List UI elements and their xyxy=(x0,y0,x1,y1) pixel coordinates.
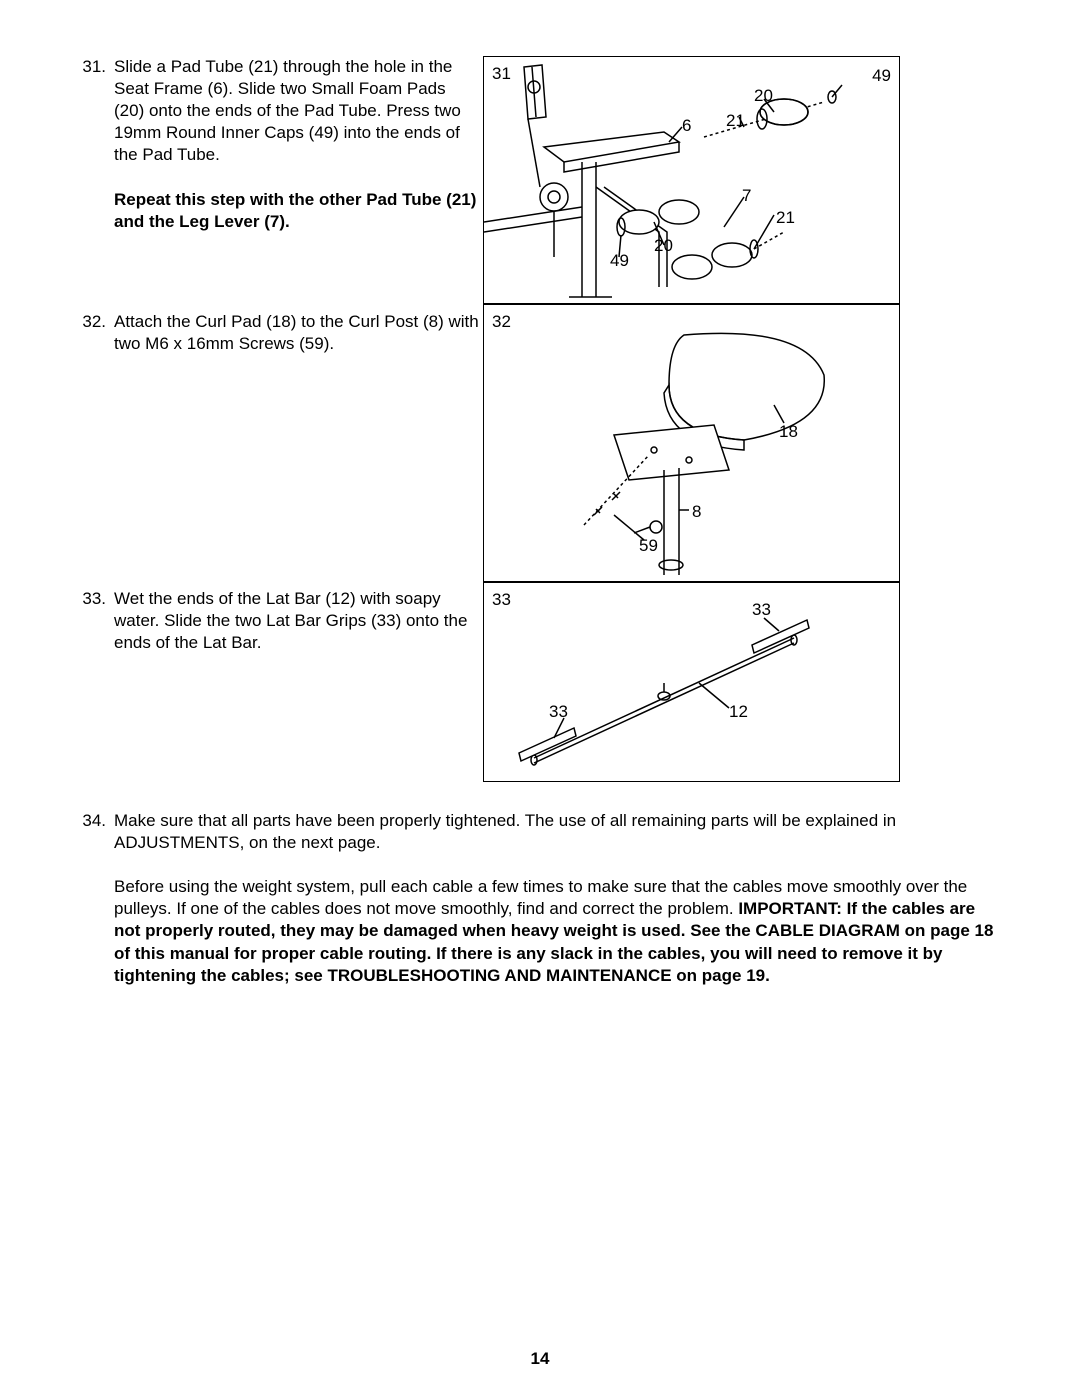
step-text: Wet the ends of the Lat Bar (12) with so… xyxy=(110,588,480,654)
label-20: 20 xyxy=(754,87,773,104)
label-21: 21 xyxy=(726,112,745,129)
step-text: Slide a Pad Tube (21) through the hole i… xyxy=(110,56,480,233)
label-33a: 33 xyxy=(752,601,771,618)
step-text: Make sure that all parts have been prope… xyxy=(110,810,1000,987)
manual-page: 31. Slide a Pad Tube (21) through the ho… xyxy=(0,0,1080,1397)
label-59: 59 xyxy=(639,537,658,554)
step-31-bold: Repeat this step with the other Pad Tube… xyxy=(114,190,476,231)
step-34-a: Make sure that all parts have been prope… xyxy=(114,811,896,852)
step-number: 31. xyxy=(80,56,110,78)
step-number: 32. xyxy=(80,311,110,333)
step-34: 34. Make sure that all parts have been p… xyxy=(80,810,1000,987)
label-18: 18 xyxy=(779,423,798,440)
diagram-32: 32 xyxy=(483,304,900,582)
step-31-body: Slide a Pad Tube (21) through the hole i… xyxy=(114,57,461,164)
label-49b: 49 xyxy=(610,252,629,269)
label-20b: 20 xyxy=(654,237,673,254)
diagram-33-svg xyxy=(484,583,901,783)
page-number: 14 xyxy=(0,1349,1080,1369)
label-6: 6 xyxy=(682,117,691,134)
step-34-wrap: 34. Make sure that all parts have been p… xyxy=(80,810,1000,987)
label-8: 8 xyxy=(692,503,701,520)
step-number: 34. xyxy=(80,810,110,832)
step-number: 33. xyxy=(80,588,110,610)
diagram-32-svg xyxy=(484,305,901,583)
step-text: Attach the Curl Pad (18) to the Curl Pos… xyxy=(110,311,480,355)
label-33b: 33 xyxy=(549,703,568,720)
label-49: 49 xyxy=(872,67,891,84)
diagram-31-svg xyxy=(484,57,901,305)
label-7: 7 xyxy=(742,187,751,204)
label-21b: 21 xyxy=(776,209,795,226)
diagram-31: 31 xyxy=(483,56,900,304)
label-12: 12 xyxy=(729,703,748,720)
diagram-33: 33 33 12 33 xyxy=(483,582,900,782)
